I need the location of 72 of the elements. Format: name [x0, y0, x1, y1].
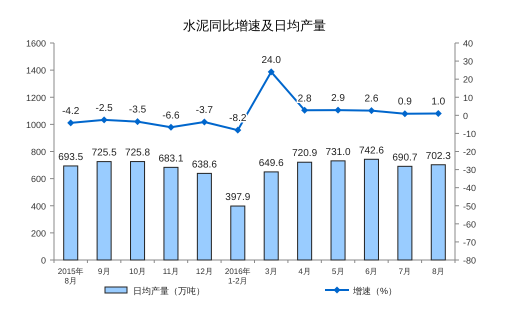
data-label: 397.9 [225, 192, 251, 204]
data-label: 24.0 [261, 54, 282, 66]
point [334, 106, 342, 114]
y-tick-label: 0 [40, 256, 46, 266]
data-label: 725.8 [125, 148, 150, 159]
x-tick-label: 6月 [365, 267, 378, 276]
legend-label: 增速（%） [352, 286, 398, 296]
point [234, 126, 242, 134]
x-tick-label: 8月 [432, 267, 445, 276]
data-label: -3.5 [128, 104, 147, 116]
x-tick-label: 2015年 8月 [58, 267, 84, 286]
data-label: -4.2 [62, 106, 80, 117]
legend-label: 日均产量（万吨） [133, 286, 205, 296]
y-tick-label: 400 [30, 201, 46, 212]
x-tick-label: 7月 [398, 267, 412, 276]
x-tick-label: 10月 [129, 267, 146, 276]
point [434, 110, 442, 118]
x-tick-label: 4月 [298, 267, 311, 276]
point [301, 106, 308, 114]
point [67, 119, 74, 126]
point [401, 110, 408, 118]
y-tick-label: 1600 [26, 38, 46, 48]
x-tick-label: 12月 [196, 267, 213, 276]
data-label: 2.6 [364, 94, 379, 105]
y2-tick-label: -40 [463, 183, 476, 194]
y2-tick-label: -80 [463, 256, 476, 266]
point [167, 124, 174, 131]
x-tick-label: 2016年 1-2月 [224, 267, 251, 286]
y2-tick-label: 0 [463, 110, 468, 121]
x-tick-label: 3月 [264, 267, 278, 276]
y2-tick-label: 10 [463, 92, 474, 103]
y-tick-label: 1000 [26, 120, 46, 130]
title: 水泥同比增速及日均产量 [183, 18, 326, 33]
x-tick-label: 11月 [162, 267, 180, 276]
data-label: -2.5 [96, 102, 114, 114]
data-label: 693.5 [58, 152, 84, 163]
point [100, 116, 108, 124]
data-label: 702.3 [426, 150, 452, 162]
y2-tick-label: 30 [463, 56, 474, 67]
data-label: 638.6 [192, 159, 218, 170]
y2-tick-label: -60 [463, 219, 476, 230]
data-label: -3.7 [196, 105, 214, 116]
point [200, 118, 208, 126]
data-label: 0.9 [398, 96, 412, 108]
data-label: 2.9 [331, 93, 346, 104]
data-label: 1.0 [431, 96, 446, 108]
y2-tick-label: -70 [463, 237, 476, 248]
data-label: 731.0 [326, 146, 351, 158]
y2-tick-label: 40 [463, 38, 474, 48]
y-tick-label: 1400 [26, 66, 46, 76]
y2-tick-label: 20 [463, 74, 474, 85]
y2-tick-label: -20 [463, 147, 476, 157]
y2-tick-label: -50 [463, 201, 476, 212]
x-tick-label: 9月 [98, 267, 110, 276]
y2-tick-label: -30 [463, 165, 476, 176]
data-label: 649.6 [258, 158, 284, 169]
data-label: 720.9 [292, 148, 318, 160]
y-tick-label: 800 [30, 147, 46, 157]
point [134, 118, 142, 126]
data-label: 690.7 [392, 152, 418, 164]
x-tick-label: 5月 [332, 267, 344, 276]
data-label: 2.8 [298, 93, 312, 104]
point [268, 68, 275, 76]
y-tick-label: 200 [30, 228, 46, 238]
y-tick-label: 600 [30, 174, 46, 184]
data-label: 742.6 [358, 145, 384, 156]
data-label: 725.5 [92, 148, 118, 159]
data-label: 683.1 [158, 153, 184, 164]
y2-tick-label: -10 [463, 128, 476, 139]
data-label: -6.6 [162, 110, 180, 122]
point [368, 107, 375, 114]
y-tick-label: 1200 [26, 92, 46, 103]
